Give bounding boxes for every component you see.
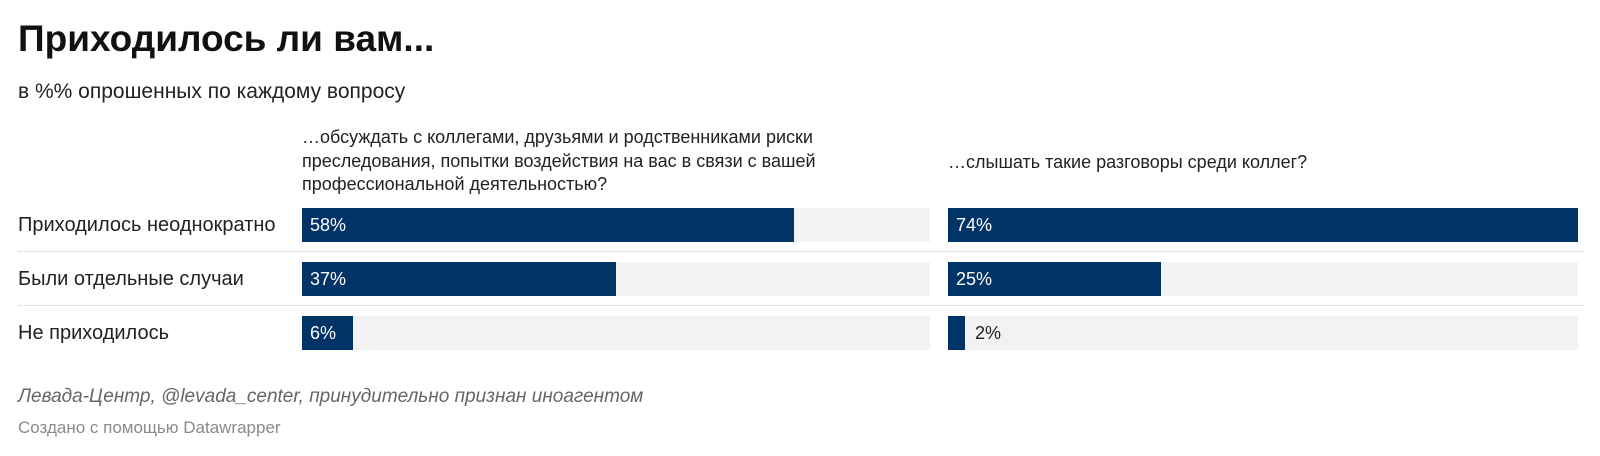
- credit-note: Создано с помощью Datawrapper: [18, 418, 281, 437]
- row-label: Приходилось неоднократно: [18, 214, 276, 236]
- bar: [302, 208, 795, 242]
- chart-title: Приходилось ли вам...: [18, 18, 435, 59]
- bar-track: 58%: [302, 208, 930, 242]
- bar-value-label: 74%: [956, 215, 993, 235]
- row-label: Не приходилось: [18, 322, 169, 344]
- bar: [948, 316, 966, 350]
- bar: [302, 316, 353, 350]
- bar-value-label: 6%: [310, 323, 337, 343]
- bar: [948, 208, 1578, 242]
- bar-track: 25%: [948, 262, 1578, 296]
- chart-subtitle: в %% опрошенных по каждому вопросу: [18, 80, 406, 103]
- bar-track: 6%: [302, 316, 930, 350]
- column-header-1: …обсуждать с коллегами, друзьями и родст…: [302, 127, 816, 194]
- bar-value-label: 2%: [975, 323, 1002, 343]
- bar-value-label: 25%: [956, 269, 993, 289]
- bar-track: 2%: [948, 316, 1578, 350]
- bar-track: 37%: [302, 262, 930, 296]
- bar-track: 74%: [948, 208, 1578, 242]
- column-header-2: …слышать такие разговоры среди коллег?: [948, 152, 1308, 172]
- row-divider: [18, 305, 1583, 306]
- row-divider: [18, 251, 1583, 252]
- row-label: Были отдельные случаи: [18, 268, 244, 290]
- bar: [948, 262, 1161, 296]
- source-note: Левада-Центр, @levada_center, принудител…: [18, 386, 644, 407]
- bar-value-label: 58%: [310, 215, 347, 235]
- bar: [302, 262, 616, 296]
- bar-value-label: 37%: [310, 269, 347, 289]
